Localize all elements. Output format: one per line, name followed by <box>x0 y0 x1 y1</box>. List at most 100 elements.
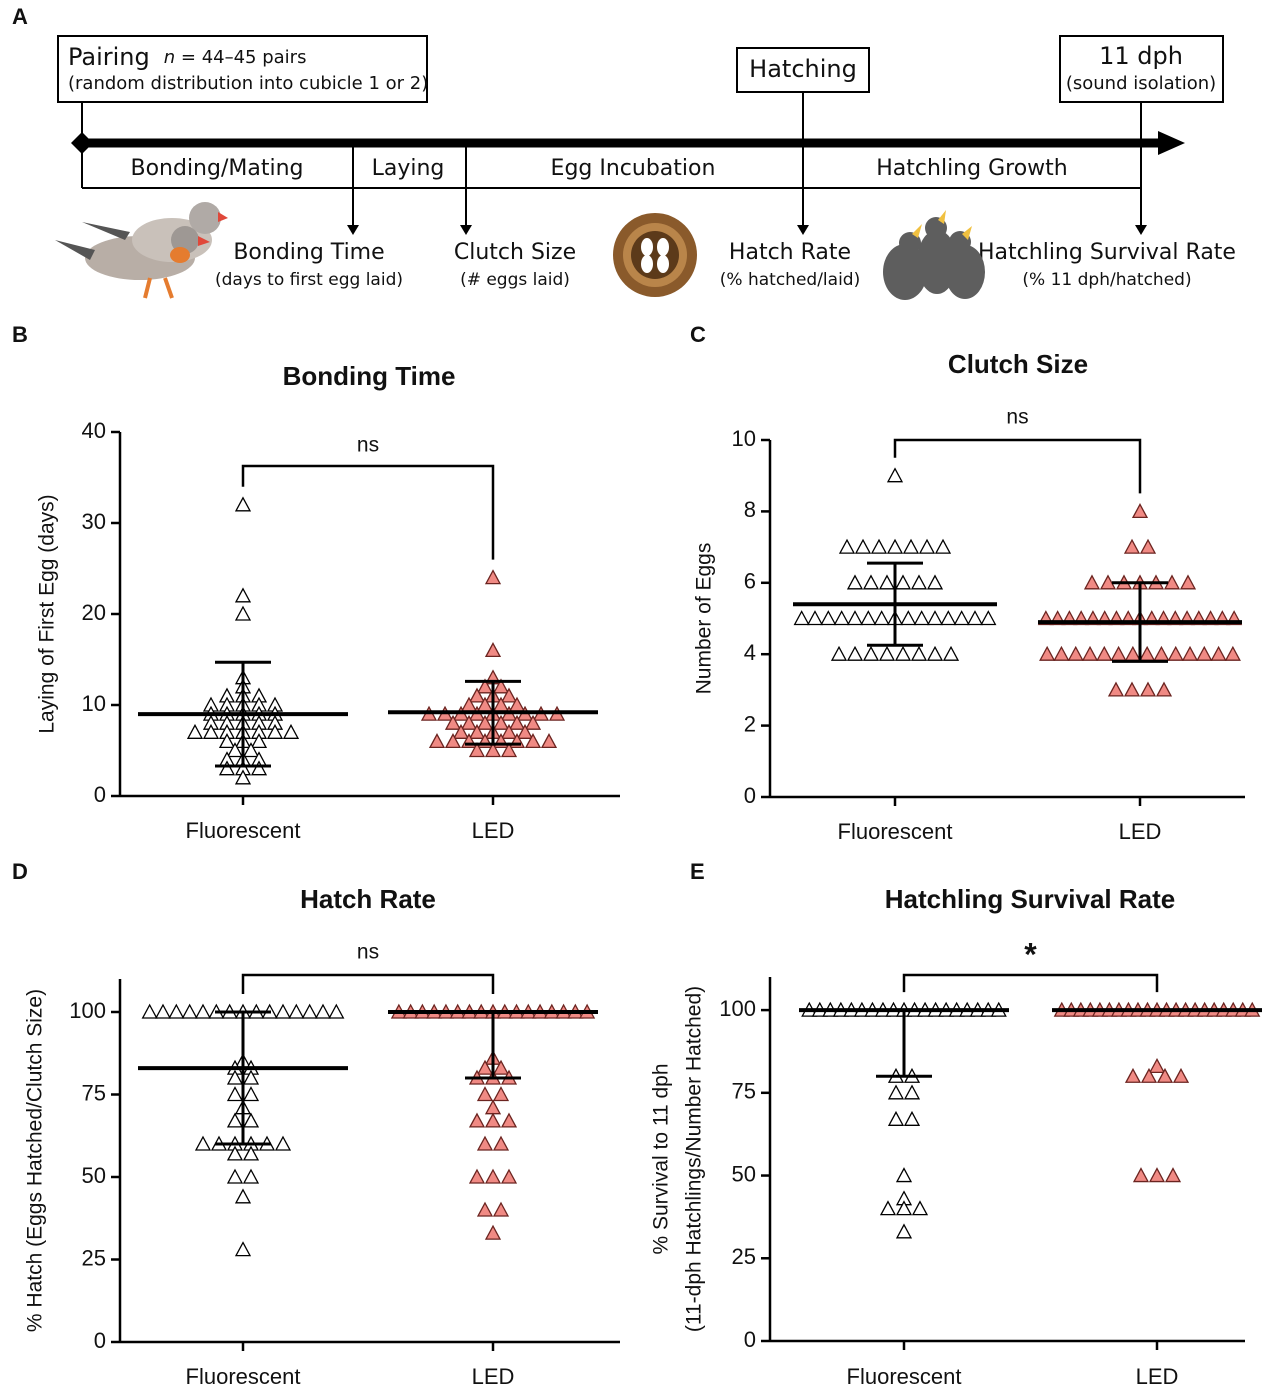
data-point <box>236 589 250 602</box>
y-axis-label: (11-dph Hatchlings/Number Hatched) <box>683 986 706 1332</box>
data-point <box>486 1170 500 1183</box>
data-point <box>1154 647 1168 660</box>
y-tick-label: 6 <box>744 569 756 594</box>
data-point <box>888 469 902 482</box>
y-tick-label: 25 <box>82 1245 106 1270</box>
y-axis-label: Number of Eggs <box>693 543 716 695</box>
data-point <box>889 1112 903 1125</box>
data-point <box>848 612 862 625</box>
y-tick-label: 100 <box>69 998 106 1023</box>
data-point <box>944 647 958 660</box>
y-tick-label: 0 <box>744 783 756 808</box>
data-point <box>1125 683 1139 696</box>
data-point <box>1133 504 1147 517</box>
isolation-title: 11 dph <box>1099 42 1183 70</box>
data-point <box>276 1137 290 1150</box>
data-point <box>1085 576 1099 589</box>
y-tick-label: 10 <box>732 426 756 451</box>
data-point <box>905 1112 919 1125</box>
data-point <box>316 1005 330 1018</box>
data-point <box>228 1170 242 1183</box>
data-point <box>1197 647 1211 660</box>
data-point <box>928 576 942 589</box>
y-tick-label: 40 <box>82 418 106 443</box>
measure-title: Hatch Rate <box>729 240 851 265</box>
data-point <box>875 612 889 625</box>
significance-bracket <box>904 975 1157 992</box>
down-arrows <box>347 225 1147 235</box>
panel-label: A <box>12 4 28 29</box>
data-point <box>542 734 556 747</box>
data-point <box>981 612 995 625</box>
data-point <box>835 612 849 625</box>
data-point <box>188 725 202 738</box>
data-point <box>872 540 886 553</box>
y-tick-label: 50 <box>82 1163 106 1188</box>
data-point <box>236 1243 250 1256</box>
finch-icon <box>55 202 228 298</box>
data-point <box>276 1005 290 1018</box>
data-point <box>143 1005 157 1018</box>
data-point <box>478 1088 492 1101</box>
chart-title: Clutch Size <box>948 349 1088 379</box>
chart: CClutch SizeNumber of Eggs0246810Fluores… <box>690 322 1245 844</box>
data-point <box>236 498 250 511</box>
data-point <box>896 576 910 589</box>
y-tick-label: 0 <box>744 1327 756 1352</box>
y-axis-label: Laying of First Egg (days) <box>36 494 59 733</box>
y-tick-label: 30 <box>82 509 106 534</box>
data-point <box>1140 647 1154 660</box>
data-point <box>486 1226 500 1239</box>
hatching-label: Hatching <box>749 55 857 83</box>
data-point <box>244 1114 258 1127</box>
significance-bracket <box>243 975 493 994</box>
chicks-icon <box>883 210 985 300</box>
measure-title: Clutch Size <box>454 240 576 265</box>
data-point <box>968 612 982 625</box>
arrow-head <box>1158 131 1185 155</box>
data-point <box>912 576 926 589</box>
data-point <box>478 1137 492 1150</box>
data-point <box>864 576 878 589</box>
panel-label: D <box>12 859 28 884</box>
n-symbol: n <box>164 47 175 68</box>
data-point <box>840 540 854 553</box>
significance-bracket <box>895 440 1140 493</box>
nest-icon <box>613 213 697 297</box>
y-axis-label: % Survival to 11 dph <box>650 1063 673 1254</box>
data-point <box>928 612 942 625</box>
panel-label: E <box>690 859 705 884</box>
data-point <box>156 1005 170 1018</box>
data-point <box>478 1203 492 1216</box>
data-point <box>486 643 500 656</box>
phase-label: Laying <box>372 156 445 181</box>
data-point <box>915 612 929 625</box>
data-point <box>486 1114 500 1127</box>
data-point <box>1040 647 1054 660</box>
data-point <box>169 1005 183 1018</box>
data-point <box>1226 647 1240 660</box>
panel-label: B <box>12 322 28 347</box>
data-point <box>1166 1169 1180 1182</box>
data-point <box>1174 1069 1188 1082</box>
chart-title: Hatch Rate <box>300 884 436 914</box>
data-point <box>848 576 862 589</box>
x-tick-label: LED <box>1119 819 1162 844</box>
data-point <box>1109 683 1123 696</box>
figure: A Pairingn = 44–45 pairs (random distrib… <box>0 0 1285 1390</box>
data-point <box>1181 576 1195 589</box>
data-point <box>920 540 934 553</box>
data-point <box>897 1169 911 1182</box>
data-point <box>889 1086 903 1099</box>
chart-title: Hatchling Survival Rate <box>885 884 1175 914</box>
x-tick-label: LED <box>472 1364 515 1389</box>
pairing-title: Pairingn = 44–45 pairs <box>68 43 306 71</box>
x-tick-label: Fluorescent <box>847 1364 962 1389</box>
data-point <box>881 1202 895 1215</box>
y-tick-label: 20 <box>82 600 106 625</box>
chart-title: Bonding Time <box>283 361 456 391</box>
data-point <box>821 612 835 625</box>
significance-label: ns <box>357 941 379 964</box>
data-point <box>486 1101 500 1114</box>
